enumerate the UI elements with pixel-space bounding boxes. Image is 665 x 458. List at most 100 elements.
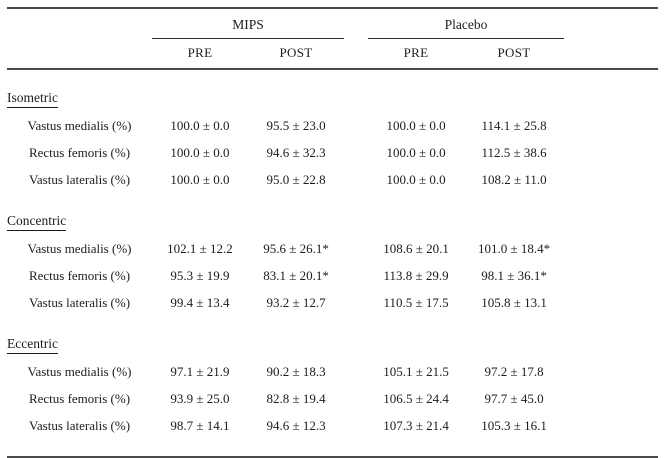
cell-mips-pre: 93.9 ± 25.0	[170, 390, 230, 406]
section-label: Isometric	[7, 90, 58, 108]
group-header-placebo: Placebo	[368, 8, 565, 39]
filler-cell	[564, 358, 658, 385]
cell-placebo-pre: 110.5 ± 17.5	[383, 294, 449, 310]
spacer-cell	[7, 439, 658, 457]
gap-cell	[344, 358, 368, 385]
filler-cell	[564, 235, 658, 262]
cell-placebo-post: 108.2 ± 11.0	[481, 171, 547, 187]
cell-mips-pre: 102.1 ± 12.2	[167, 240, 233, 256]
cell-mips-post: 94.6 ± 32.3	[266, 144, 326, 160]
section-header-isometric: Isometric	[7, 69, 658, 112]
table-row: Vastus lateralis (%) 100.0 ± 0.0 95.0 ± …	[7, 166, 658, 193]
table-row: Vastus medialis (%) 102.1 ± 12.2 95.6 ± …	[7, 235, 658, 262]
cell-mips-post: 94.6 ± 12.3	[266, 417, 326, 433]
row-label: Vastus lateralis (%)	[28, 294, 131, 310]
bottom-spacer-row	[7, 439, 658, 457]
cell-placebo-post: 112.5 ± 38.6	[481, 144, 547, 160]
filler-cell	[564, 262, 658, 289]
cell-mips-post: 95.0 ± 22.8	[266, 171, 326, 187]
cell-mips-post: 93.2 ± 12.7	[266, 294, 326, 310]
cell-mips-pre: 99.4 ± 13.4	[170, 294, 230, 310]
cell-mips-pre: 100.0 ± 0.0	[170, 171, 230, 187]
cell-mips-post: 95.6 ± 26.1*	[263, 240, 329, 256]
group-gap-cell	[344, 38, 369, 70]
corner-cell	[7, 38, 152, 70]
table-row: Rectus femoris (%) 100.0 ± 0.0 94.6 ± 32…	[7, 139, 658, 166]
filler-cell	[564, 38, 659, 70]
cell-mips-pre: 97.1 ± 21.9	[170, 363, 230, 379]
section-header-row: Concentric	[7, 193, 658, 235]
cell-mips-post: 95.5 ± 23.0	[266, 117, 326, 133]
cell-placebo-pre: 108.6 ± 20.1	[383, 240, 449, 256]
gap-cell	[344, 235, 368, 262]
gap-cell	[344, 262, 368, 289]
col-header-mips-post: POST	[248, 38, 345, 70]
filler-cell	[564, 112, 658, 139]
filler-cell	[564, 412, 658, 439]
filler-cell	[564, 8, 658, 39]
cell-placebo-post: 97.2 ± 17.8	[484, 363, 544, 379]
section-label: Concentric	[7, 213, 67, 231]
cell-placebo-pre: 105.1 ± 21.5	[383, 363, 449, 379]
cell-placebo-pre: 100.0 ± 0.0	[386, 171, 446, 187]
cell-placebo-pre: 100.0 ± 0.0	[386, 144, 446, 160]
cell-placebo-post: 101.0 ± 18.4*	[477, 240, 551, 256]
cell-mips-post: 83.1 ± 20.1*	[263, 267, 329, 283]
col-header-placebo-pre: PRE	[368, 38, 465, 70]
cell-mips-pre: 100.0 ± 0.0	[170, 117, 230, 133]
results-table: MIPS Placebo PRE POST PRE POST Isometric	[7, 7, 659, 458]
cell-placebo-post: 105.3 ± 16.1	[481, 417, 547, 433]
table-row: Rectus femoris (%) 93.9 ± 25.0 82.8 ± 19…	[7, 385, 658, 412]
cell-placebo-pre: 106.5 ± 24.4	[383, 390, 449, 406]
group-header-row: MIPS Placebo	[7, 8, 658, 39]
cell-placebo-post: 105.8 ± 13.1	[481, 294, 547, 310]
cell-placebo-post: 98.1 ± 36.1*	[481, 267, 547, 283]
table-row: Vastus lateralis (%) 98.7 ± 14.1 94.6 ± …	[7, 412, 658, 439]
table-row: Rectus femoris (%) 95.3 ± 19.9 83.1 ± 20…	[7, 262, 658, 289]
table-row: Vastus medialis (%) 97.1 ± 21.9 90.2 ± 1…	[7, 358, 658, 385]
gap-cell	[344, 385, 368, 412]
section-header-row: Isometric	[7, 69, 658, 112]
group-gap-cell	[344, 8, 368, 39]
gap-cell	[344, 166, 368, 193]
filler-cell	[564, 166, 658, 193]
table-row: Vastus lateralis (%) 99.4 ± 13.4 93.2 ± …	[7, 289, 658, 316]
row-label: Rectus femoris (%)	[28, 267, 131, 283]
row-label: Rectus femoris (%)	[28, 390, 131, 406]
section-label: Eccentric	[7, 336, 58, 354]
column-header-row: PRE POST PRE POST	[7, 38, 659, 70]
group-header-mips: MIPS	[152, 8, 345, 39]
row-label: Vastus lateralis (%)	[28, 417, 131, 433]
col-header-placebo-post: POST	[464, 38, 565, 70]
cell-placebo-pre: 100.0 ± 0.0	[386, 117, 446, 133]
corner-cell	[7, 8, 152, 39]
col-header-mips-pre: PRE	[152, 38, 248, 70]
cell-mips-post: 82.8 ± 19.4	[266, 390, 326, 406]
cell-placebo-pre: 107.3 ± 21.4	[383, 417, 449, 433]
row-label: Vastus medialis (%)	[27, 117, 132, 133]
section-header-concentric: Concentric	[7, 193, 658, 235]
gap-cell	[344, 112, 368, 139]
group-label-mips: MIPS	[232, 17, 264, 32]
cell-placebo-pre: 113.8 ± 29.9	[383, 267, 449, 283]
group-label-placebo: Placebo	[444, 17, 488, 32]
cell-mips-pre: 100.0 ± 0.0	[170, 144, 230, 160]
filler-cell	[564, 385, 658, 412]
row-label: Rectus femoris (%)	[28, 144, 131, 160]
row-label: Vastus medialis (%)	[27, 240, 132, 256]
gap-cell	[344, 412, 368, 439]
section-header-row: Eccentric	[7, 316, 658, 358]
row-label: Vastus lateralis (%)	[28, 171, 131, 187]
filler-cell	[564, 139, 658, 166]
cell-mips-pre: 95.3 ± 19.9	[170, 267, 230, 283]
row-label: Vastus medialis (%)	[27, 363, 132, 379]
filler-cell	[564, 289, 658, 316]
cell-placebo-post: 97.7 ± 45.0	[484, 390, 544, 406]
cell-mips-post: 90.2 ± 18.3	[266, 363, 326, 379]
gap-cell	[344, 139, 368, 166]
gap-cell	[344, 289, 368, 316]
section-header-eccentric: Eccentric	[7, 316, 658, 358]
cell-mips-pre: 98.7 ± 14.1	[170, 417, 230, 433]
table-row: Vastus medialis (%) 100.0 ± 0.0 95.5 ± 2…	[7, 112, 658, 139]
